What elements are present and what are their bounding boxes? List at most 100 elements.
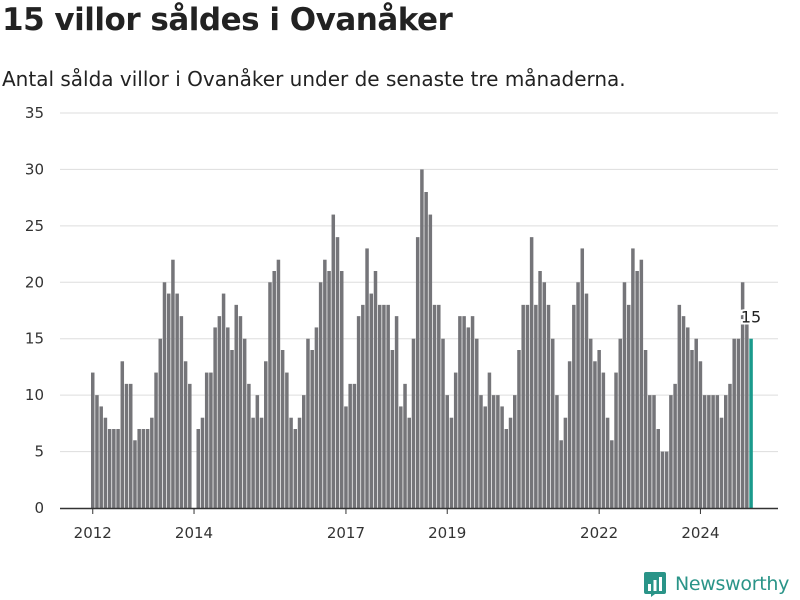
bar	[150, 417, 154, 508]
bar	[377, 304, 382, 508]
bar	[386, 304, 390, 508]
bar	[154, 372, 158, 508]
bar	[91, 372, 95, 508]
bar	[196, 429, 200, 508]
bar	[242, 338, 247, 508]
bar	[736, 338, 741, 508]
bar	[230, 350, 234, 508]
bar	[272, 271, 276, 508]
bar	[660, 451, 665, 508]
bar	[335, 237, 340, 508]
bar	[183, 361, 188, 508]
highlight-bar	[749, 338, 753, 508]
y-tick-label: 35	[25, 104, 44, 122]
bar	[302, 395, 306, 508]
bar	[399, 406, 403, 508]
bar	[124, 383, 129, 508]
bar	[200, 417, 205, 508]
bar	[724, 395, 728, 508]
brand: Newsworthy	[643, 569, 789, 599]
bar	[373, 271, 378, 508]
bar	[209, 372, 213, 508]
bar	[188, 383, 192, 508]
bar	[327, 271, 331, 508]
bar	[593, 361, 597, 508]
y-axis: 0 5 10 15 20 25 30 35	[25, 104, 44, 517]
bar	[719, 417, 724, 508]
bar	[221, 293, 226, 508]
bar	[576, 282, 580, 508]
newsworthy-logo-icon	[644, 572, 666, 597]
bar	[394, 316, 399, 508]
bar	[500, 406, 504, 508]
x-tick-label: 2012	[74, 524, 112, 542]
bar	[728, 383, 732, 508]
bar	[112, 429, 116, 508]
bar	[690, 350, 694, 508]
bar	[226, 327, 230, 508]
bar	[285, 372, 289, 508]
bar	[234, 304, 238, 508]
bar	[424, 192, 428, 508]
chart-title: 15 villor såldes i Ovanåker	[2, 2, 453, 38]
y-tick-label: 10	[25, 386, 44, 404]
bar	[247, 383, 251, 508]
bar	[677, 304, 682, 508]
bar	[280, 350, 285, 508]
bar	[390, 350, 395, 508]
bar	[158, 338, 163, 508]
bar	[437, 304, 441, 508]
bar	[483, 406, 487, 508]
bar	[538, 271, 542, 508]
bar	[635, 271, 639, 508]
bar	[445, 395, 449, 508]
bar	[103, 417, 108, 508]
bar	[681, 316, 686, 508]
bar	[521, 304, 525, 508]
bar	[141, 429, 146, 508]
bar	[259, 417, 264, 508]
bar	[475, 338, 479, 508]
bar	[740, 282, 745, 508]
bar	[289, 417, 293, 508]
y-tick-label: 15	[25, 330, 44, 348]
bar	[656, 429, 660, 508]
bar	[745, 316, 749, 508]
bar	[513, 395, 517, 508]
bar	[572, 304, 576, 508]
x-tick-label: 2019	[428, 524, 466, 542]
bar	[238, 316, 243, 508]
bar	[698, 361, 703, 508]
data-labels: 15	[739, 306, 763, 329]
bar	[732, 338, 736, 508]
bar	[348, 383, 352, 508]
x-axis: 2012 2014 2017 2019 2022 2024	[60, 507, 778, 542]
y-tick-label: 5	[34, 443, 44, 461]
bar	[517, 350, 521, 508]
bar	[420, 169, 424, 508]
bar	[559, 440, 563, 508]
x-tick-label: 2022	[580, 524, 618, 542]
bar	[555, 395, 559, 508]
bar	[525, 304, 530, 508]
bar	[643, 350, 648, 508]
bar	[171, 259, 175, 508]
bar	[504, 429, 509, 508]
bar	[458, 316, 462, 508]
bar	[428, 214, 433, 508]
bar	[441, 338, 445, 508]
bar	[268, 282, 272, 508]
bar	[453, 372, 458, 508]
bar	[567, 361, 572, 508]
bar	[639, 259, 644, 508]
bar	[107, 429, 112, 508]
bar	[344, 406, 348, 508]
bar	[466, 327, 471, 508]
bar	[120, 361, 125, 508]
bar	[175, 293, 179, 508]
y-tick-label: 30	[25, 160, 44, 178]
bar	[99, 406, 103, 508]
bar	[618, 338, 622, 508]
bar	[584, 293, 589, 508]
bar	[601, 372, 606, 508]
